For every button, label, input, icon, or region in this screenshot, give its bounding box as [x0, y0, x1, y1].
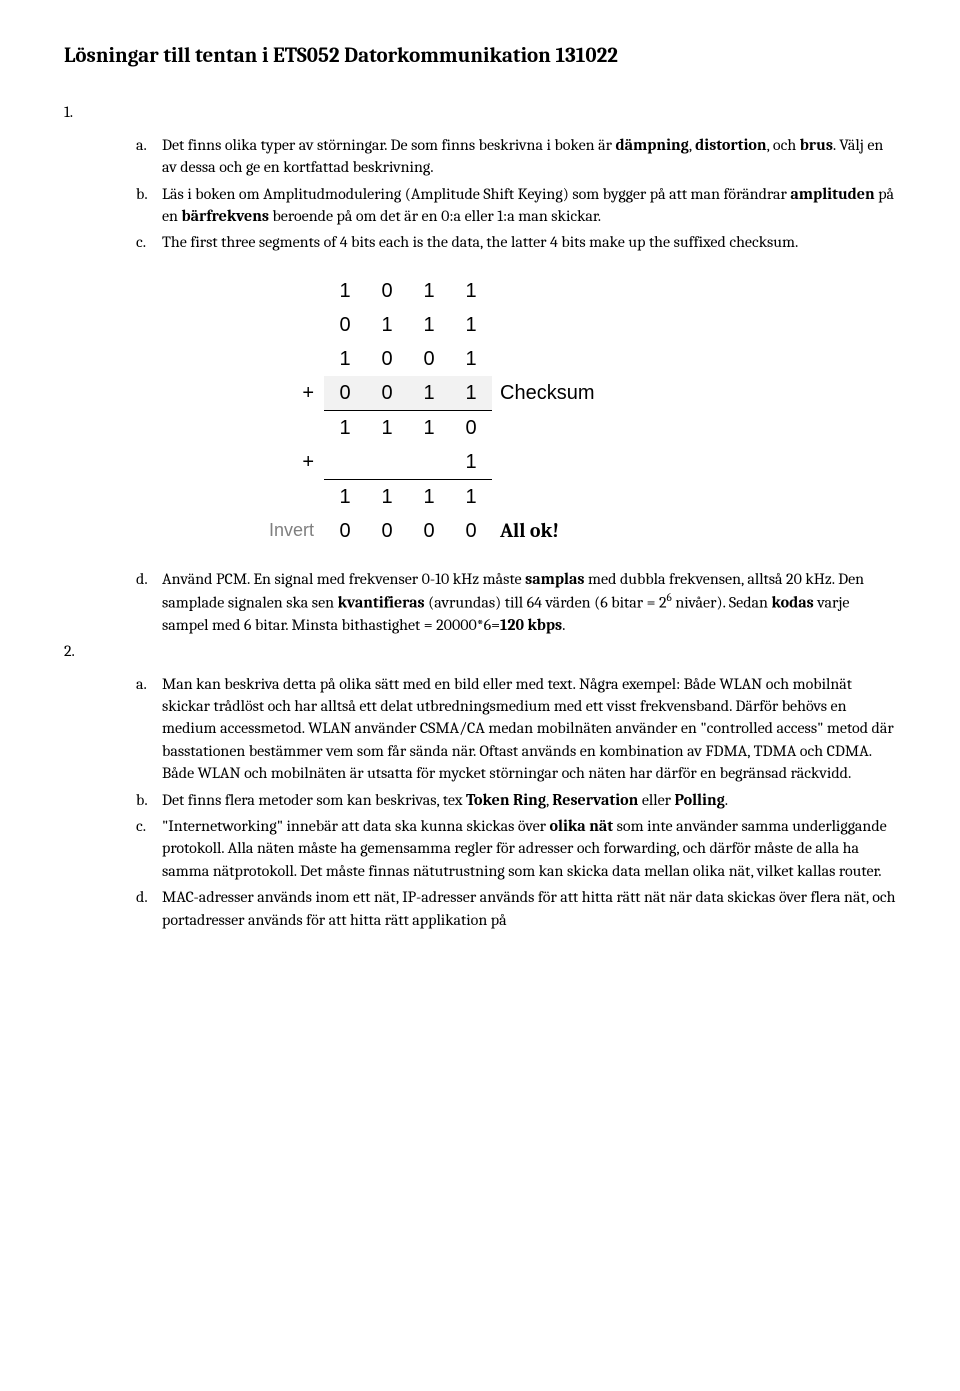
- item-1c: c. The first three segments of 4 bits ea…: [136, 231, 896, 253]
- item-letter: d.: [136, 886, 162, 931]
- item-letter: b.: [136, 789, 162, 811]
- item-letter: b.: [136, 183, 162, 228]
- item-body: Det finns flera metoder som kan beskriva…: [162, 789, 896, 811]
- item-letter: a.: [136, 673, 162, 785]
- question-1-items: a. Det finns olika typer av störningar. …: [64, 134, 896, 254]
- item-body: Man kan beskriva detta på olika sätt med…: [162, 673, 896, 785]
- question-2-items: a. Man kan beskriva detta på olika sätt …: [64, 673, 896, 931]
- question-1-number: 1.: [64, 101, 896, 123]
- item-letter: d.: [136, 568, 162, 637]
- question-2-number: 2.: [64, 640, 896, 662]
- item-1a: a. Det finns olika typer av störningar. …: [136, 134, 896, 179]
- item-body: MAC-adresser används inom ett nät, IP-ad…: [162, 886, 896, 931]
- item-body: Det finns olika typer av störningar. De …: [162, 134, 896, 179]
- item-body: Läs i boken om Amplitudmodulering (Ampli…: [162, 183, 896, 228]
- item-2b: b. Det finns flera metoder som kan beskr…: [136, 789, 896, 811]
- item-body: The first three segments of 4 bits each …: [162, 231, 896, 253]
- question-1-items-cont: d. Använd PCM. En signal med frekvenser …: [64, 568, 896, 637]
- item-letter: c.: [136, 231, 162, 253]
- item-1b: b. Läs i boken om Amplitudmodulering (Am…: [136, 183, 896, 228]
- item-body: "Internetworking" innebär att data ska k…: [162, 815, 896, 882]
- item-1d: d. Använd PCM. En signal med frekvenser …: [136, 568, 896, 637]
- item-2a: a. Man kan beskriva detta på olika sätt …: [136, 673, 896, 785]
- item-2c: c. "Internetworking" innebär att data sk…: [136, 815, 896, 882]
- item-2d: d. MAC-adresser används inom ett nät, IP…: [136, 886, 896, 931]
- checksum-calculation: 101101111001+0011Checksum1110+11111Inver…: [64, 274, 896, 548]
- checksum-table: 101101111001+0011Checksum1110+11111Inver…: [254, 274, 620, 548]
- item-letter: c.: [136, 815, 162, 882]
- item-letter: a.: [136, 134, 162, 179]
- item-body: Använd PCM. En signal med frekvenser 0-1…: [162, 568, 896, 637]
- page-title: Lösningar till tentan i ETS052 Datorkomm…: [64, 42, 896, 71]
